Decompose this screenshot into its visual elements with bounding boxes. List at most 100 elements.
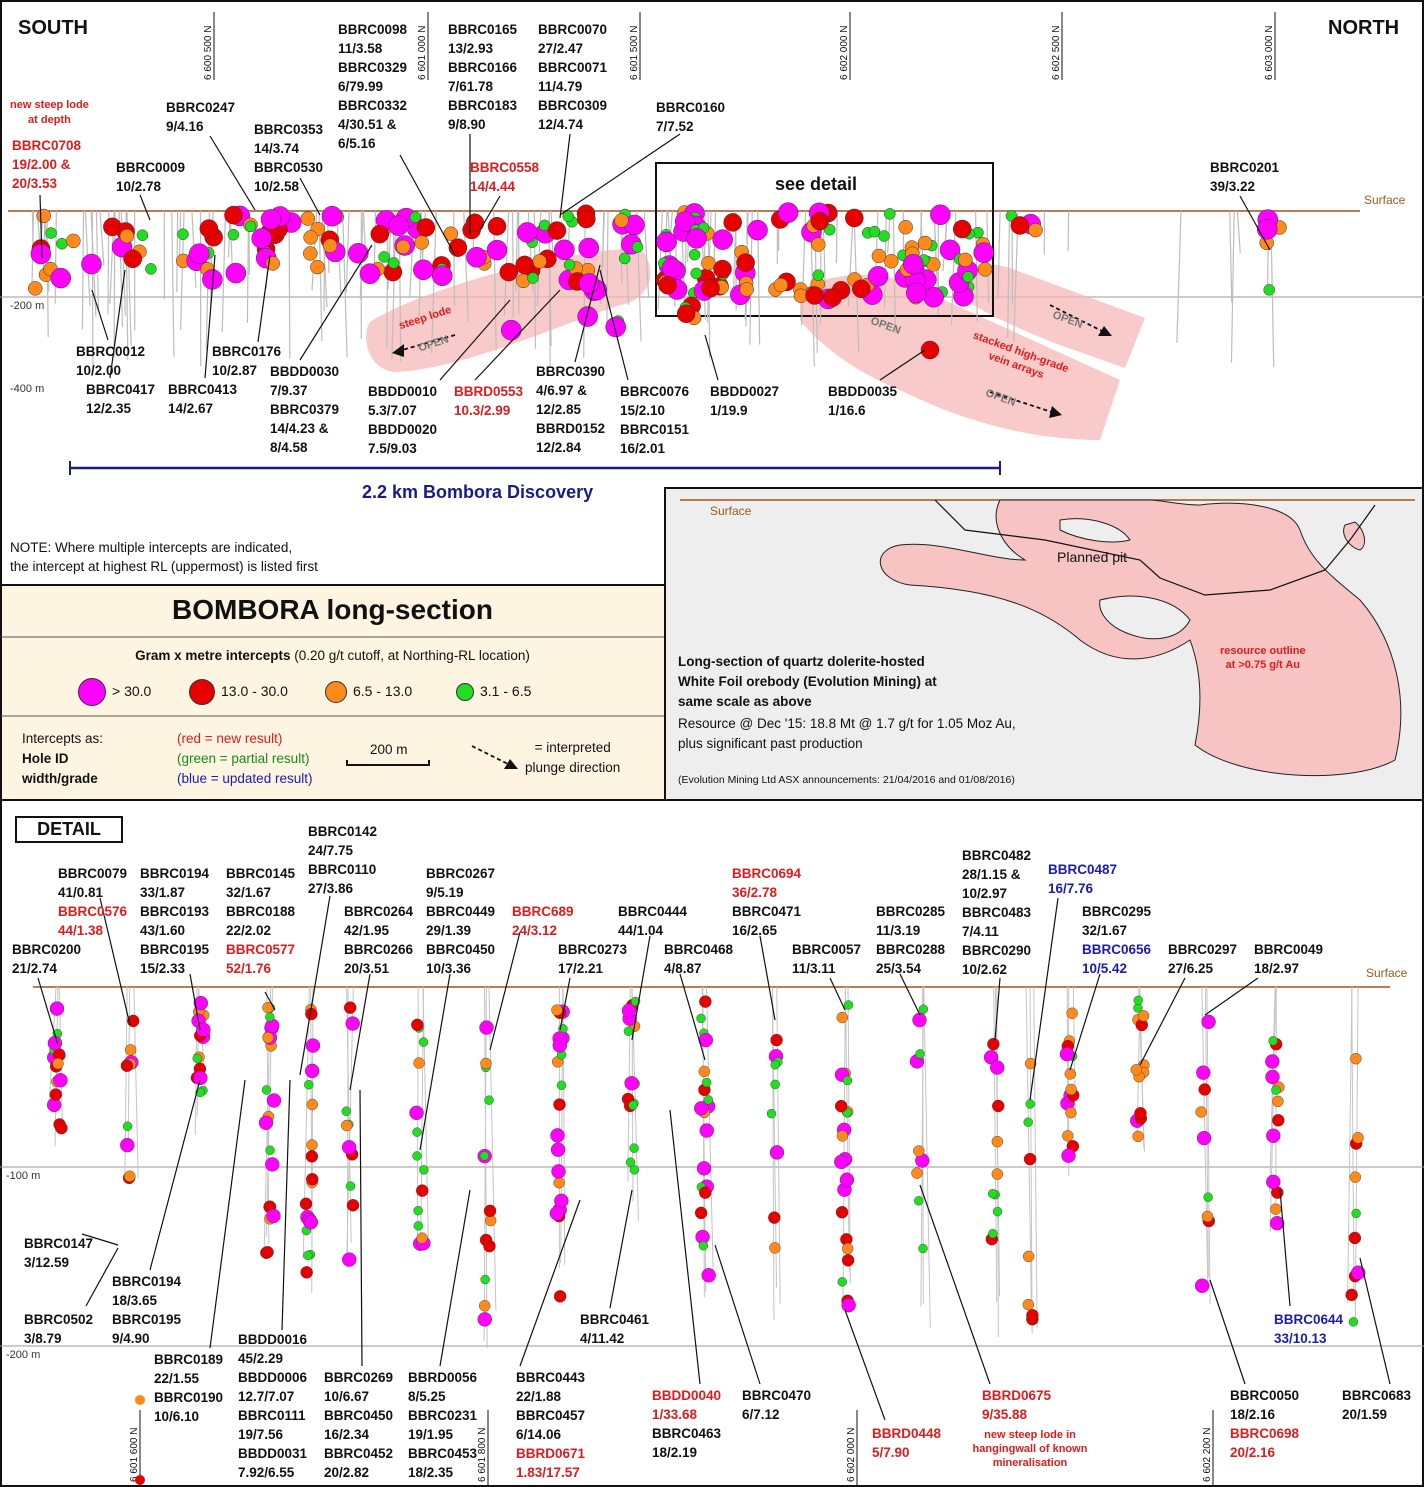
intercept-dot <box>769 1242 781 1254</box>
hole-label-line: 10/2.62 <box>962 962 1008 977</box>
intercept-dot <box>676 304 696 324</box>
intercept-dot <box>266 1093 282 1108</box>
hole-label-bbrc0683: BBRC0683 20/1.59 <box>1342 1386 1411 1424</box>
intercept-dot <box>812 269 825 281</box>
intercept-dot <box>49 1001 65 1016</box>
hole-label-line: BBRC0413 <box>168 382 238 397</box>
intercept-dot <box>769 1145 785 1160</box>
resource-outline-label: resource outline at >0.75 g/t Au <box>1220 645 1306 671</box>
hole-label-line: BBRC0698 <box>1230 1426 1300 1441</box>
hole-label-line: BBRC0461 <box>580 1312 650 1327</box>
hole-label-line: BBRC0530 <box>254 160 324 175</box>
northing-label: 6 601 000 N <box>417 26 428 81</box>
hole-label-line: 20/3.51 <box>344 961 390 976</box>
hole-label-line: BBRC0482 <box>962 848 1032 863</box>
hole-label-bbrc0176: BBRC0176 10/2.87 <box>212 342 281 380</box>
intercept-dot <box>658 275 677 295</box>
legend-scale-label: 200 m <box>370 742 408 757</box>
hole-label-bbrd0056: BBRD0056 8/5.25 BBRC0231 19/1.95 BBRC0453 18/… <box>408 1368 477 1482</box>
hole-label-line: BBRC0160 <box>656 100 726 115</box>
intercept-dot <box>260 209 282 230</box>
legend-blue-updated: (blue = updated result) <box>177 771 313 786</box>
detail-surface-label: Surface <box>1366 966 1408 980</box>
intercept-dot <box>135 1395 145 1405</box>
hole-label-line: BBRC0457 <box>516 1408 586 1423</box>
hole-label-bbrd0553: BBRD0553 10.3/2.99 <box>454 382 523 420</box>
hole-label-line: 9/5.19 <box>426 885 464 900</box>
intercept-dot <box>1265 1054 1280 1069</box>
intercept-dot <box>915 1049 925 1059</box>
intercept-dot <box>547 221 567 240</box>
hole-label-line: 1/33.68 <box>652 1407 698 1422</box>
intercept-dot <box>852 279 871 299</box>
hole-label-line: 18/2.35 <box>408 1465 454 1480</box>
hole-label-line: BBRC0332 <box>338 98 408 113</box>
hole-label-line: 22/2.02 <box>226 923 272 938</box>
hole-label-line: BBRC0266 <box>344 942 414 957</box>
detail-northing-label: 6 601 800 N <box>477 1428 488 1483</box>
intercept-dot <box>845 208 864 228</box>
hole-label-bbrc0147: BBRC0147 3/12.59 <box>24 1234 93 1272</box>
intercept-dot <box>53 1073 68 1088</box>
hole-label-line: BBRC0165 <box>448 22 518 37</box>
south-label: SOUTH <box>18 17 88 39</box>
intercept-dot <box>841 1298 856 1313</box>
hole-label-line: 33/10.13 <box>1274 1331 1327 1346</box>
intercept-dot <box>701 1268 716 1283</box>
intercept-dot <box>479 1300 491 1312</box>
intercept-dot <box>342 1252 357 1267</box>
hole-label-bbrc0098: BBRC0098 11/3.58 BBRC0329 6/79.99 BBRC0332 4/… <box>338 20 407 153</box>
whitefoil-desc: Resource @ Dec '15: 18.8 Mt @ 1.7 g/t fo… <box>678 716 1016 751</box>
hole-label-bbrc0160: BBRC0160 7/7.52 <box>656 98 725 136</box>
hole-label-line: BBRC0417 <box>86 382 156 397</box>
intercept-dot <box>913 1145 925 1157</box>
hole-label-line: 12/2.85 <box>536 402 582 417</box>
intercept-dot <box>553 1098 566 1111</box>
hole-label-line: 10/2.58 <box>254 179 300 194</box>
intercept-dot <box>562 210 575 223</box>
hole-label-bbrc0012: BBRC0012 10/2.00 <box>76 342 145 380</box>
intercept-dot <box>479 1151 490 1161</box>
hole-label-line: 8/5.25 <box>408 1389 446 1404</box>
hole-label-line: BBRC0247 <box>166 100 236 115</box>
intercept-dot <box>1349 1171 1362 1183</box>
new-steep-lode-note: new steep lode at depth <box>10 99 89 126</box>
intercept-dot <box>988 1228 998 1239</box>
intercept-dot <box>199 219 219 238</box>
northing-label: 6 602 000 N <box>839 26 850 81</box>
intercept-dot <box>930 204 951 225</box>
intercept-dot <box>554 1193 569 1209</box>
hole-label-line: 19/2.00 & <box>12 157 71 172</box>
intercept-dot <box>1132 1130 1144 1143</box>
hole-label-line: BBRC0449 <box>426 904 496 919</box>
intercept-dot <box>903 253 924 275</box>
hole-label-line: BBRD0448 <box>872 1426 942 1441</box>
intercept-dot <box>1061 1148 1076 1163</box>
hole-label-line: 32/1.67 <box>226 885 272 900</box>
intercept-dot <box>45 227 57 239</box>
detail-northing-label: 6 602 200 N <box>1202 1428 1213 1483</box>
hole-label-line: BBRC0050 <box>1230 1388 1300 1403</box>
intercept-dot <box>605 316 626 338</box>
hole-label-bbrc0502: BBRC0502 3/8.79 <box>24 1310 93 1348</box>
hole-label-line: BBRC0309 <box>538 98 608 113</box>
hole-label-line: BBRC0267 <box>426 866 496 881</box>
depth-400-label: -400 m <box>10 383 45 395</box>
intercept-dot <box>770 1033 783 1047</box>
intercept-dot <box>918 1004 929 1014</box>
intercept-dot <box>27 281 43 296</box>
intercept-dot <box>395 239 411 255</box>
hole-label-line: 19/7.56 <box>238 1427 284 1442</box>
hole-label-line: 5/7.90 <box>872 1445 910 1460</box>
intercept-dot <box>412 1151 422 1161</box>
intercept-dot <box>1028 222 1043 238</box>
intercept-dot <box>777 202 799 223</box>
hole-label-line: BBRC0290 <box>962 943 1032 958</box>
hole-label-line: BBRC0195 <box>112 1312 182 1327</box>
intercept-dot <box>50 267 72 289</box>
hole-label-bbrc0461: BBRC0461 4/11.42 <box>580 1310 649 1348</box>
hole-label-line: 9/4.90 <box>112 1331 150 1346</box>
intercept-dot <box>884 254 899 269</box>
intercept-dot <box>1025 1099 1035 1109</box>
